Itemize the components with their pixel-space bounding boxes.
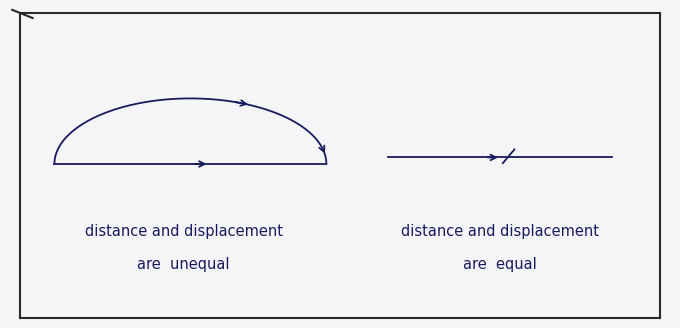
Text: are  unequal: are unequal [137,256,230,272]
Text: distance and displacement: distance and displacement [401,224,599,239]
Text: distance and displacement: distance and displacement [84,224,283,239]
Text: are  equal: are equal [463,256,537,272]
